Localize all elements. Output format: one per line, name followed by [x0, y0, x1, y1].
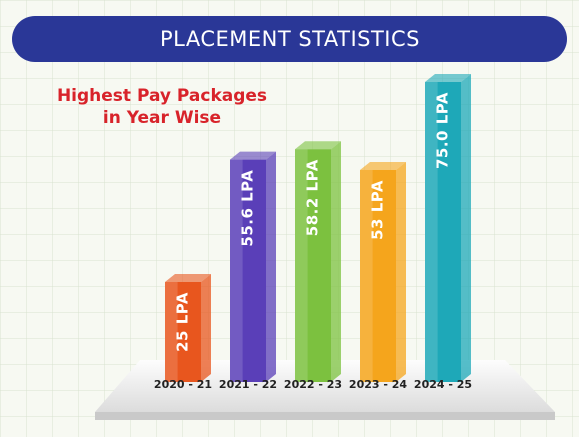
x-tick-label: 2024 - 25 [414, 378, 472, 391]
subtitle: Highest Pay Packages [57, 86, 267, 106]
value-label: 58.2 LPA [304, 159, 322, 236]
bar-top [165, 274, 211, 282]
bar [295, 149, 331, 382]
bar [230, 159, 266, 382]
bar-shade [360, 170, 373, 382]
value-label: 75.0 LPA [434, 92, 452, 169]
bar-shade [165, 282, 178, 382]
bar [165, 282, 201, 382]
bar-side [266, 151, 276, 382]
bar-side [331, 141, 341, 382]
bar [360, 170, 396, 382]
value-label: 53 LPA [369, 180, 387, 240]
bar-top [230, 151, 276, 160]
bar-shade [230, 159, 243, 382]
title-banner [12, 16, 567, 62]
bar [425, 82, 461, 382]
x-tick-label: 2023 - 24 [349, 378, 407, 391]
bars: 25 LPA 2020 - 21 55.6 LPA 2021 - 22 58.2 LPA… [154, 74, 472, 391]
bar-top [360, 162, 406, 170]
bar-top [295, 141, 341, 150]
x-tick-label: 2020 - 21 [154, 378, 212, 391]
value-label: 55.6 LPA [239, 170, 257, 247]
x-tick-label: 2021 - 22 [219, 378, 277, 391]
value-label: 25 LPA [174, 292, 192, 352]
bar-shade [295, 149, 308, 382]
bar-side [201, 274, 211, 382]
bar-shade [425, 82, 438, 382]
bar-side [396, 162, 406, 382]
platform-edge [95, 412, 555, 420]
bar-side [461, 74, 471, 382]
subtitle: in Year Wise [103, 108, 221, 128]
x-tick-label: 2022 - 23 [284, 378, 342, 391]
bar-top [425, 74, 471, 82]
chart-title: PLACEMENT STATISTICS [160, 27, 420, 51]
